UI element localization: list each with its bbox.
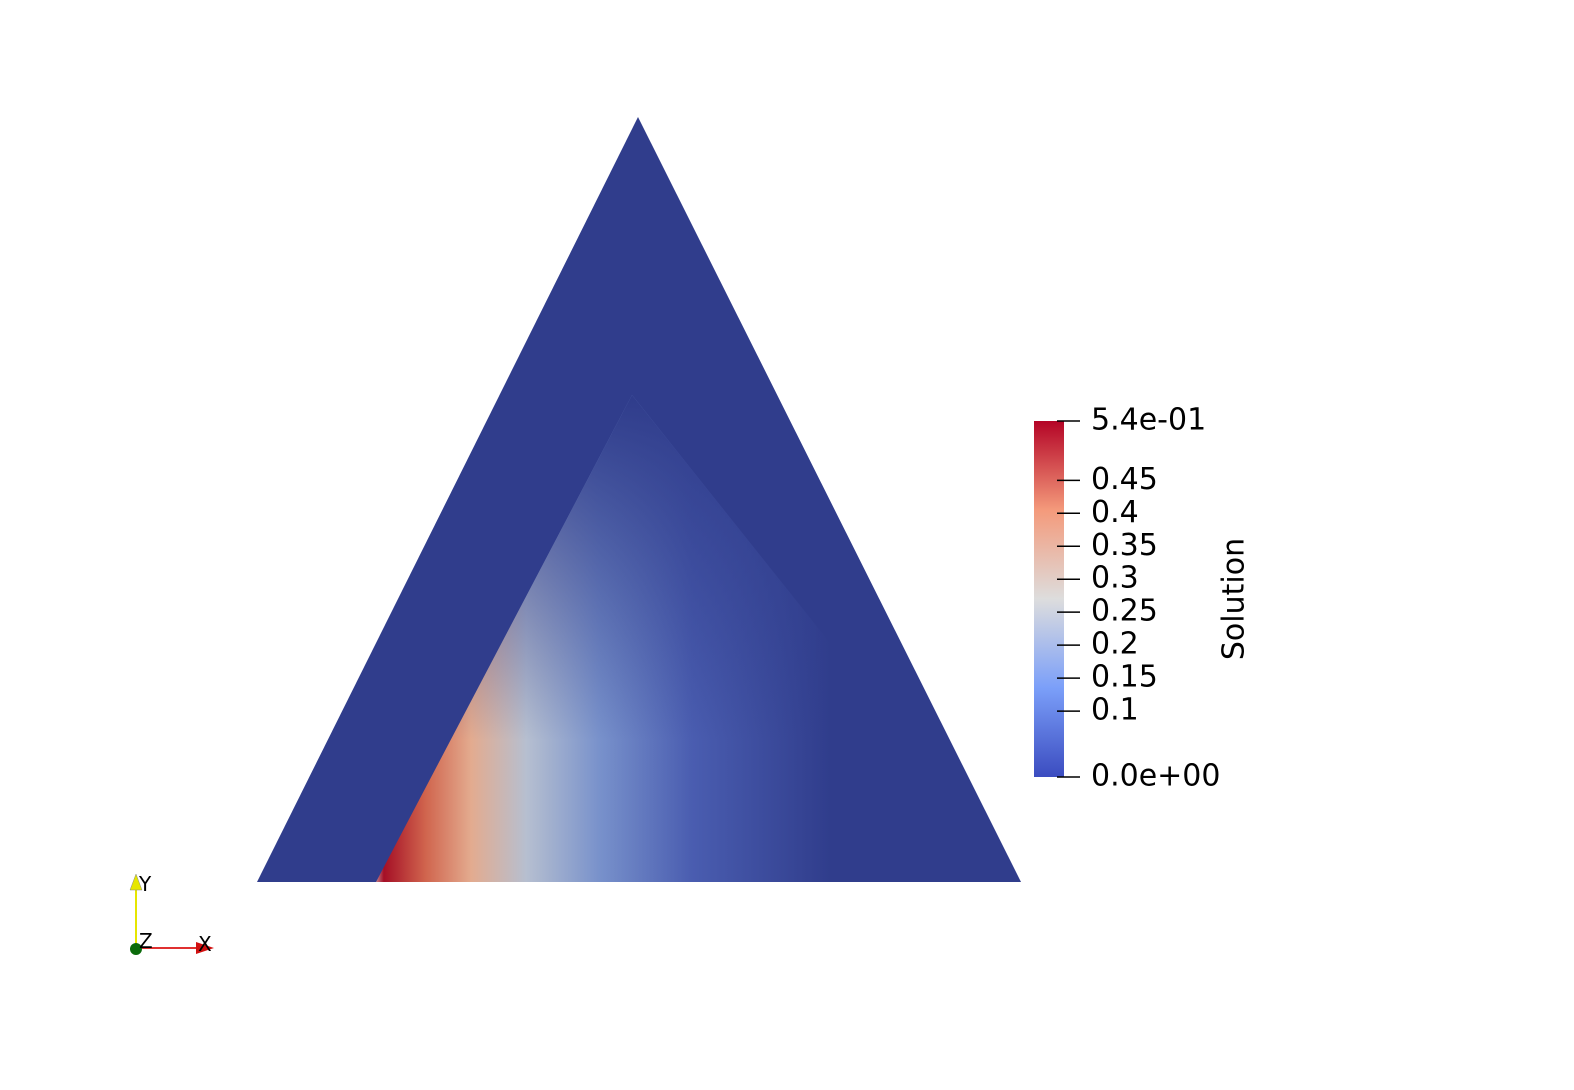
z-axis (130, 943, 142, 955)
color-legend: Solution 5.4e-010.450.40.350.30.250.20.1… (1034, 403, 1252, 794)
mesh (257, 117, 1021, 882)
x-label: X (198, 932, 212, 956)
tick-label: 0.2 (1091, 627, 1139, 662)
tick-label: 0.1 (1091, 693, 1139, 728)
x-cone (196, 942, 214, 954)
y-cone (129, 873, 143, 891)
color-bar-title: Solution (1217, 538, 1252, 660)
tick-label: 0.25 (1091, 594, 1158, 629)
color-bar (1034, 421, 1064, 777)
tick-label: 0.45 (1091, 462, 1158, 497)
tick-label: 0.0e+00 (1091, 759, 1220, 794)
tick-label: 0.3 (1091, 561, 1139, 596)
tick-label: 5.4e-01 (1091, 403, 1206, 438)
orientation-axes: Y X Z (129, 872, 214, 956)
tick-label: 0.4 (1091, 495, 1139, 530)
tick-label: 0.35 (1091, 528, 1158, 563)
y-label: Y (138, 872, 152, 896)
tick-label: 0.15 (1091, 660, 1158, 695)
z-label: Z (139, 929, 153, 953)
